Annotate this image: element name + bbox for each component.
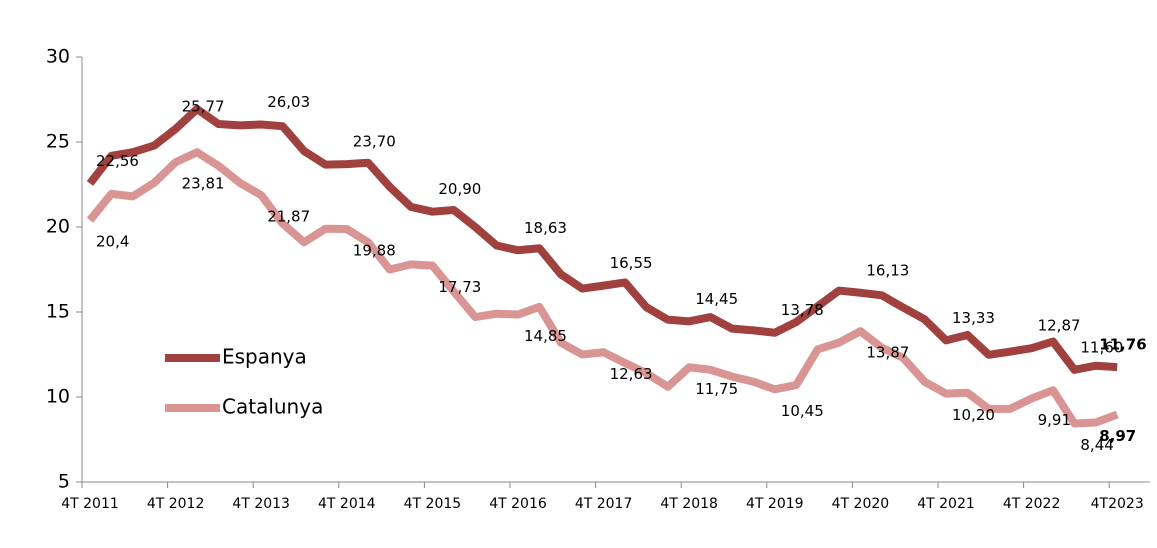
data-label: 11,75 [695,380,738,398]
legend-label: Catalunya [222,395,323,419]
data-label: 18,63 [524,219,567,237]
data-label: 26,03 [267,93,310,111]
data-label: 13,87 [866,344,909,362]
data-label: 12,87 [1038,317,1081,335]
data-label: 9,91 [1038,411,1071,429]
series-line [86,105,1118,374]
x-tick-label: 4T 2018 [660,496,718,512]
data-label: 10,20 [952,406,995,424]
data-label: 11,60 [1080,338,1123,356]
y-tick-label: 25 [46,131,70,153]
y-tick-label: 10 [46,386,70,408]
data-label: 13,33 [952,309,995,327]
data-label: 23,81 [182,175,225,193]
y-tick-label: 15 [46,301,70,323]
data-label: 16,13 [866,261,909,279]
x-tick-label: 4T 2016 [489,496,547,512]
data-label: 8,44 [1080,436,1113,454]
data-label: 14,85 [524,327,567,345]
series-line [86,148,1119,428]
x-tick-label: 4T 2011 [61,496,119,512]
data-label: 25,77 [182,97,225,115]
y-tick-label: 5 [58,471,70,493]
data-label: 16,55 [610,254,653,272]
x-tick-label: 4T 2021 [917,496,975,512]
data-label: 19,88 [353,242,396,260]
data-label: 10,45 [781,402,824,420]
y-tick-label: 30 [46,46,70,68]
x-tick-label: 4T 2022 [1003,496,1061,512]
legend-label: Espanya [222,345,307,369]
x-tick-label: 4T2023 [1091,496,1144,512]
data-label: 20,90 [438,180,481,198]
x-tick-label: 4T 2012 [147,496,205,512]
data-label: 8,97 [1099,427,1136,445]
data-label: 20,4 [96,233,129,251]
data-label: 11,76 [1099,336,1146,354]
y-tick-label: 20 [46,216,70,238]
x-tick-label: 4T 2020 [832,496,890,512]
data-label: 14,45 [695,290,738,308]
data-label: 13,78 [781,301,824,319]
data-label: 21,87 [267,208,310,226]
x-tick-label: 4T 2017 [575,496,633,512]
x-tick-label: 4T 2013 [232,496,290,512]
x-tick-label: 4T 2014 [318,496,376,512]
data-label: 22,56 [96,152,139,170]
data-label: 12,63 [610,365,653,383]
data-label: 23,70 [353,133,396,151]
x-tick-label: 4T 2015 [404,496,462,512]
data-label: 17,73 [438,278,481,296]
x-tick-label: 4T 2019 [746,496,804,512]
